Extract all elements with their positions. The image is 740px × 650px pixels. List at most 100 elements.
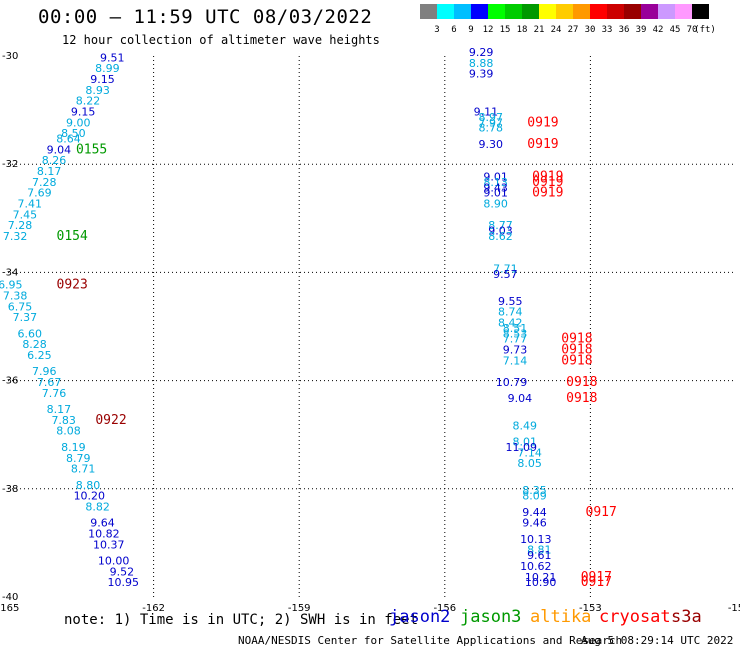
legend-label: 36	[618, 25, 630, 35]
wave-height-label: 10.95	[108, 576, 140, 589]
wave-height-label: 8.09	[522, 490, 547, 503]
wave-height-label: 9.61	[527, 549, 552, 562]
wave-height-label: 8.64	[56, 133, 81, 146]
wave-height-label: 9.01	[483, 170, 508, 183]
lat-tick-label: -30	[2, 51, 18, 62]
legend-label: 42	[652, 25, 664, 35]
wave-height-label: 8.01	[513, 436, 538, 449]
legend-swatch	[658, 4, 675, 19]
legend-label: 33	[601, 25, 613, 35]
lat-tick-label: -40	[2, 592, 18, 603]
satellite-cryosat: cryosat	[599, 607, 671, 627]
legend-label: 39	[635, 25, 647, 35]
wave-height-label: 9.04	[47, 143, 72, 156]
satellite-jason3: jason3	[460, 607, 522, 627]
wave-height-label: 8.79	[66, 452, 91, 465]
wave-height-label: 8.97	[479, 111, 504, 124]
credit-line: NOAA/NESDIS Center for Satellite Applica…	[238, 634, 623, 647]
wave-height-label: 8.81	[527, 544, 552, 557]
wave-height-label: 8.05	[517, 457, 542, 470]
wave-height-label: 8.74	[498, 306, 523, 319]
wave-height-label: 7.97	[479, 116, 504, 129]
wave-height-label: 8.53	[503, 327, 528, 340]
legend-swatch	[607, 4, 624, 19]
legend-swatch	[522, 4, 539, 19]
wave-height-label: 9.01	[483, 187, 508, 200]
legend-label: 30	[584, 25, 596, 35]
wave-height-label: 6.60	[17, 327, 42, 340]
wave-height-label: 10.90	[525, 576, 557, 589]
pass-time-label: 0917	[586, 505, 617, 520]
legend-swatch	[437, 4, 454, 19]
lon-tick-label: -162	[142, 603, 165, 614]
lat-tick-label: -38	[2, 484, 18, 495]
wave-height-label: 8.80	[76, 479, 101, 492]
wave-height-label: 8.13	[483, 176, 508, 189]
wave-height-label: 9.11	[474, 106, 499, 119]
legend-label: 27	[567, 25, 579, 35]
lon-tick-label: -159	[288, 603, 311, 614]
legend-swatch	[675, 4, 692, 19]
pass-time-label: 0919	[527, 115, 558, 130]
wave-height-label: 7.83	[51, 414, 76, 427]
wave-height-label: 8.17	[37, 165, 62, 178]
legend-label: 70	[686, 25, 698, 35]
generation-timestamp: Aug 5 08:29:14 UTC 2022	[581, 634, 734, 647]
legend-swatch	[573, 4, 590, 19]
wave-height-label: 10.62	[520, 560, 552, 573]
wave-height-label: 9.15	[71, 106, 96, 119]
lat-tick-label: -36	[2, 376, 18, 387]
wave-height-label: 8.51	[503, 322, 528, 335]
wave-height-label: 9.44	[522, 506, 547, 519]
pass-time-label: 0922	[95, 413, 126, 428]
pass-time-label: 0918	[561, 353, 592, 368]
lat-tick-label: -34	[2, 267, 18, 278]
wave-height-label: 7.67	[37, 376, 62, 389]
wave-height-label: 9.04	[508, 392, 533, 405]
wave-height-label: 9.55	[498, 295, 523, 308]
wave-height-label: 8.78	[479, 122, 504, 135]
wave-height-label: 6.25	[27, 349, 52, 362]
wave-height-label: 8.49	[513, 419, 538, 432]
wave-height-label: 7.14	[503, 354, 528, 367]
wave-height-label: 7.77	[503, 333, 528, 346]
wave-height-label: 8.62	[488, 230, 513, 243]
wave-height-label: 8.50	[61, 127, 86, 140]
pass-time-label: 0919	[532, 186, 563, 201]
wave-height-label: 8.93	[85, 84, 110, 97]
wave-height-label: 10.20	[74, 490, 106, 503]
wave-height-label: 8.28	[22, 338, 47, 351]
pass-time-label: 0155	[76, 142, 107, 157]
wave-height-label: 10.21	[525, 571, 557, 584]
legend-swatch	[539, 4, 556, 19]
pass-time-label: 0919	[532, 169, 563, 184]
wave-height-label: 9.57	[493, 268, 518, 281]
wave-height-label: 7.37	[13, 311, 38, 324]
footer-note: note: 1) Time is in UTC; 2) SWH is in fe…	[64, 612, 419, 628]
wave-height-label: 10.13	[520, 533, 552, 546]
legend-swatch	[420, 4, 437, 19]
pass-time-label: 0919	[532, 175, 563, 190]
wave-height-label: 7.41	[17, 197, 42, 210]
wave-height-label: 9.29	[469, 46, 494, 59]
wave-height-label: 9.73	[503, 344, 528, 357]
wave-height-label: 9.51	[100, 51, 125, 64]
legend-label: 21	[533, 25, 545, 35]
legend-swatch	[454, 4, 471, 19]
pass-time-label: 0917	[581, 575, 612, 590]
legend-swatch	[692, 4, 709, 19]
wave-height-label: 10.82	[88, 527, 120, 540]
legend-label: 45	[669, 25, 681, 35]
legend-swatch	[624, 4, 641, 19]
pass-time-label: 0918	[566, 391, 597, 406]
pass-time-label: 0919	[527, 137, 558, 152]
wave-height-label: 9.52	[110, 565, 135, 578]
legend-label: 24	[550, 25, 562, 35]
lat-tick-label: -32	[2, 159, 18, 170]
lon-tick-label: -15	[728, 603, 740, 614]
wave-height-label: 8.26	[42, 154, 67, 167]
wave-height-label: 7.32	[3, 230, 28, 243]
legend-swatch	[556, 4, 573, 19]
wave-height-label: 9.39	[469, 68, 494, 81]
